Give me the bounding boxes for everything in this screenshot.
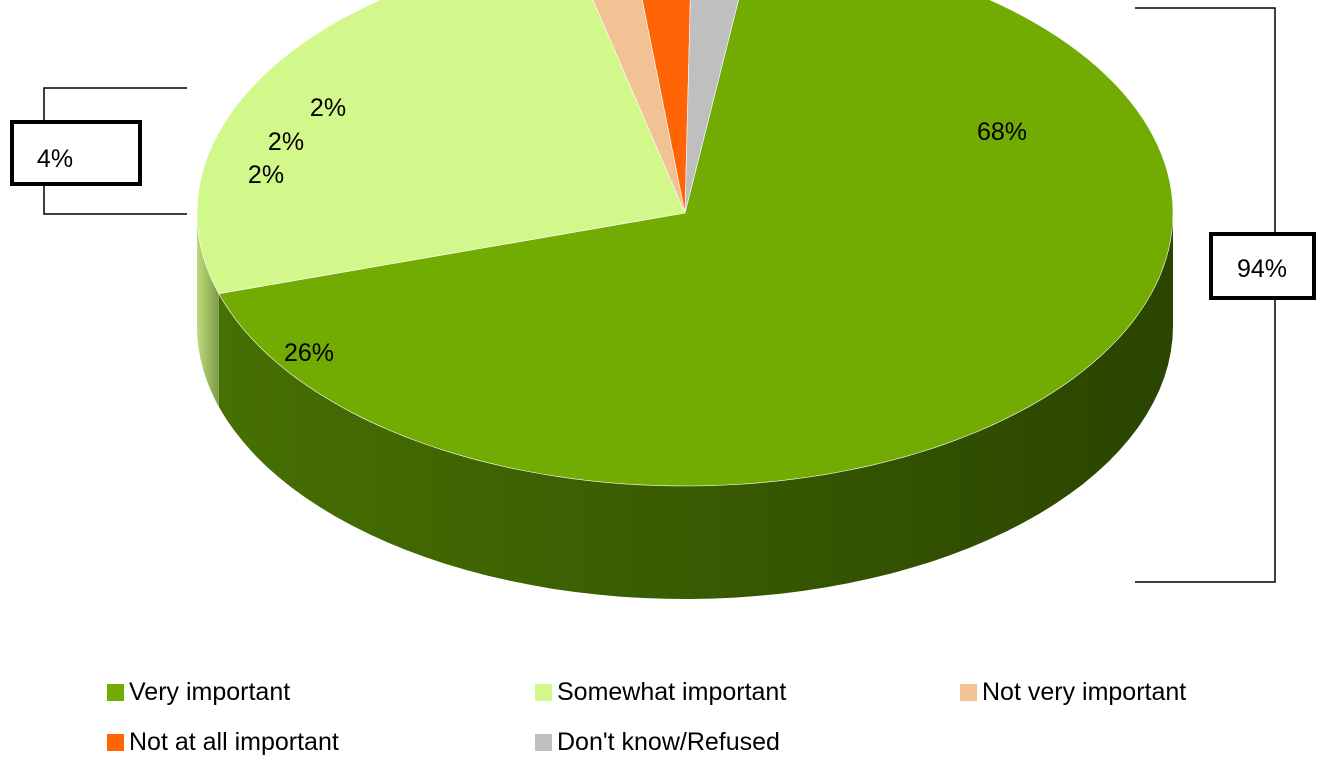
group-label-right: 94%	[1237, 255, 1287, 283]
group-box-left	[10, 120, 142, 186]
pie-slices	[196, 0, 1174, 487]
data-label-somewhat-important: 26%	[284, 339, 334, 367]
pie-slice-somewhat-important	[196, 0, 686, 295]
pie-side-somewhat-important	[197, 213, 219, 407]
data-label-not-very-important: 2%	[248, 161, 284, 189]
group-label-left: 4%	[37, 145, 73, 173]
data-labels: 68%26%2%2%2%	[248, 94, 1027, 367]
data-label-not-at-all-important: 2%	[268, 128, 304, 156]
pie-slice-very-important	[218, 0, 1174, 487]
pie-slice-don-t-know-refused	[684, 0, 739, 214]
data-label-don-t-know-refused: 2%	[310, 94, 346, 122]
data-label-very-important: 68%	[977, 118, 1027, 146]
group-boxes: 94% 4%	[10, 120, 1316, 300]
pie-side-walls	[197, 213, 1174, 599]
pie-side-very-important	[218, 213, 1174, 599]
group-box-right	[1209, 232, 1316, 300]
pie-slice-not-at-all-important	[641, 0, 691, 214]
pie-slice-not-very-important	[592, 0, 686, 214]
